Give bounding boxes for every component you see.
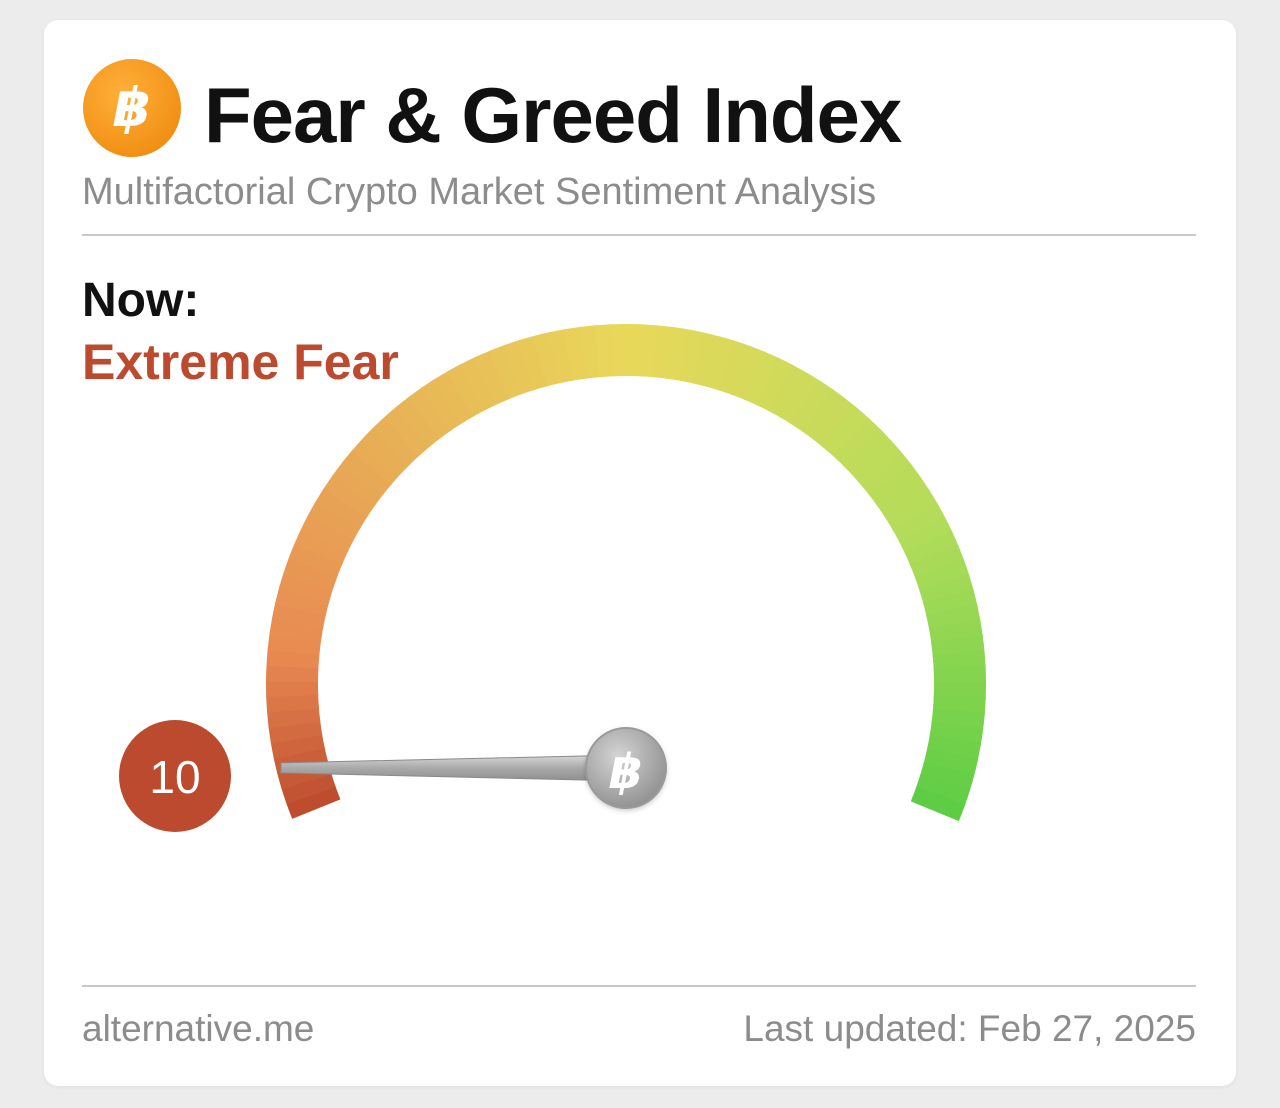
gauge-arc-segment (361, 426, 411, 476)
gauge-arc-segment (861, 451, 913, 498)
gauge-arc-segment (919, 573, 974, 605)
source-link[interactable]: alternative.me (82, 1008, 315, 1049)
gauge-arc-segment (823, 407, 871, 458)
gauge-arc-segment (779, 371, 821, 425)
gauge-arc-segment (843, 428, 893, 477)
gauge-arc-segment (755, 357, 794, 412)
gauge-arc-segment (271, 601, 327, 629)
gauge-arc-segment (341, 449, 393, 496)
gauge-arc-segment (383, 405, 431, 457)
value-badge: 10 (119, 720, 231, 832)
value-badge-text: 10 (149, 751, 200, 803)
logo-bitcoin-symbol: ฿ (113, 76, 151, 139)
gauge-arc-segment (626, 324, 645, 377)
gauge-arc-segment (877, 476, 931, 520)
gauge-needle (280, 754, 627, 782)
gauge-arc-segment (923, 588, 978, 618)
gauge-arc-segment (503, 339, 536, 395)
gauge-arc-segment (914, 559, 970, 592)
footer-divider (82, 985, 1196, 987)
gauge-arc-segment (929, 721, 984, 747)
now-label: Now: (82, 274, 200, 327)
gauge-arc-segment (915, 774, 971, 807)
gauge-arc-segment (407, 387, 452, 440)
gauge-arc-segment (281, 772, 336, 805)
gauge-arc-segment (315, 487, 369, 529)
gauge-arc-segment (904, 530, 959, 567)
gauge-arc-segment (283, 556, 338, 590)
gauge-arc-segment (307, 500, 362, 541)
gauge-arc-segment (323, 474, 376, 518)
gauge-arc-segment (909, 544, 965, 580)
gauge-arc-segment (801, 388, 847, 441)
page-title: Fear & Greed Index (204, 71, 902, 159)
gauge-arc-segment (933, 681, 986, 700)
gauge-arc-segment (812, 397, 859, 449)
gauge-arc-segment (767, 364, 808, 418)
gauge-arc-segment (266, 693, 319, 713)
gauge-arc-segment (919, 761, 975, 792)
gauge-arc-segment (266, 706, 321, 729)
gauge-arc-segment (923, 748, 979, 777)
gauge-arc-segment (266, 678, 319, 698)
gauge-arc (266, 324, 986, 822)
gauge-arc-segment (933, 665, 986, 684)
sentiment-status: Extreme Fear (82, 334, 399, 390)
gauge-arc-segment (898, 516, 953, 555)
gauge-arc-segment (269, 616, 324, 642)
gauge-arc-segment (433, 370, 475, 424)
gauge-arc-segment (288, 542, 343, 578)
gauge-arc-segment (488, 344, 524, 400)
gauge-arc-segment (790, 379, 834, 433)
gauge-arc-segment (852, 439, 903, 487)
gauge-arc-segment (275, 586, 330, 616)
fear-greed-card: ฿ Fear & Greed Index Multifactorial Cryp… (44, 20, 1236, 1086)
gauge-arc-segment (446, 363, 487, 417)
hub-bitcoin-symbol: ฿ (609, 744, 642, 800)
gauge-arc-segment (266, 663, 319, 682)
gauge-arc-segment (594, 324, 615, 378)
gauge-arc-segment (579, 325, 602, 379)
gauge-arc-segment (285, 784, 341, 819)
gauge-arc-segment (533, 331, 562, 387)
gauge-arc-segment (610, 324, 629, 377)
gauge-arc-segment (474, 350, 511, 405)
gauge-arc-segment (679, 329, 707, 384)
gauge-arc-segment (278, 571, 334, 603)
gauge-arc-segment (730, 345, 766, 401)
last-updated: Last updated: Feb 27, 2025 (743, 1008, 1196, 1049)
gauge-arc-segment (718, 340, 751, 396)
gauge-arc-segment (869, 463, 922, 509)
gauge-arc-segment (743, 351, 780, 406)
gauge-arc-segment (932, 650, 986, 671)
needle-hub-icon: ฿ (585, 727, 667, 809)
header-divider (82, 234, 1196, 236)
gauge-arc-segment (331, 461, 384, 507)
gauge-arc-segment (692, 332, 722, 387)
gauge-arc-segment (351, 437, 402, 486)
gauge-arc-segment (892, 502, 946, 543)
gauge-arc-segment (420, 378, 463, 432)
gauge-arc-segment (372, 416, 421, 466)
page-subtitle: Multifactorial Crypto Market Sentiment A… (82, 171, 877, 213)
gauge-arc-segment (460, 356, 499, 411)
gauge-arc-segment (926, 735, 982, 762)
bitcoin-logo-icon: ฿ (83, 59, 181, 157)
gauge-arc-segment (666, 327, 691, 382)
gauge-arc-segment (518, 335, 549, 391)
gauge-arc-segment (885, 489, 939, 531)
gauge-arc-segment (910, 786, 966, 822)
gauge-arc-segment (300, 514, 355, 553)
gauge-arc-segment (833, 417, 882, 467)
sentiment-gauge: ฿ 10 (119, 324, 986, 832)
gauge-arc-segment (395, 396, 441, 448)
gauge-arc-segment (705, 336, 737, 391)
gauge-arc-segment (294, 527, 349, 565)
